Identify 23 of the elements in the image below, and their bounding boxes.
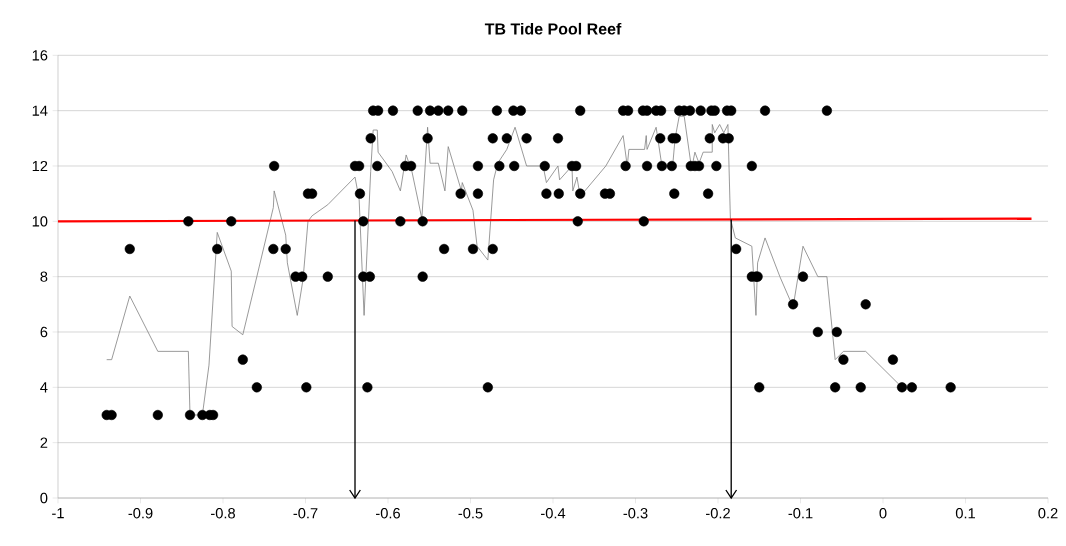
- y-tick-label: 4: [40, 382, 48, 393]
- x-tick-label: -0.5: [458, 508, 483, 519]
- y-tick-label: 2: [40, 437, 48, 448]
- x-tick-label: -0.4: [541, 508, 566, 519]
- x-tick-label: -0.1: [788, 508, 813, 519]
- x-tick-label: -0.6: [376, 508, 400, 519]
- x-tick-label: 0.1: [955, 508, 975, 519]
- x-tick-label: -0.8: [211, 508, 235, 519]
- y-tick-label: 14: [32, 105, 48, 116]
- y-tick-label: 8: [40, 271, 48, 282]
- y-tick-label: 12: [32, 160, 48, 172]
- y-tick-label: 10: [32, 216, 48, 227]
- x-tick-label: -0.2: [706, 508, 730, 519]
- x-tick-label: 0: [879, 508, 887, 519]
- x-tick-label: 0.2: [1038, 508, 1058, 519]
- y-tick-label: 16: [32, 50, 48, 61]
- y-tick-label: 0: [40, 492, 48, 504]
- y-tick-label: 6: [40, 326, 48, 338]
- x-tick-label: -0.7: [293, 508, 318, 519]
- x-tick-label: -1: [52, 508, 64, 519]
- x-tick-label: -0.9: [128, 508, 153, 519]
- chart-title: TB Tide Pool Reef: [484, 22, 622, 35]
- x-tick-label: -0.3: [623, 508, 648, 519]
